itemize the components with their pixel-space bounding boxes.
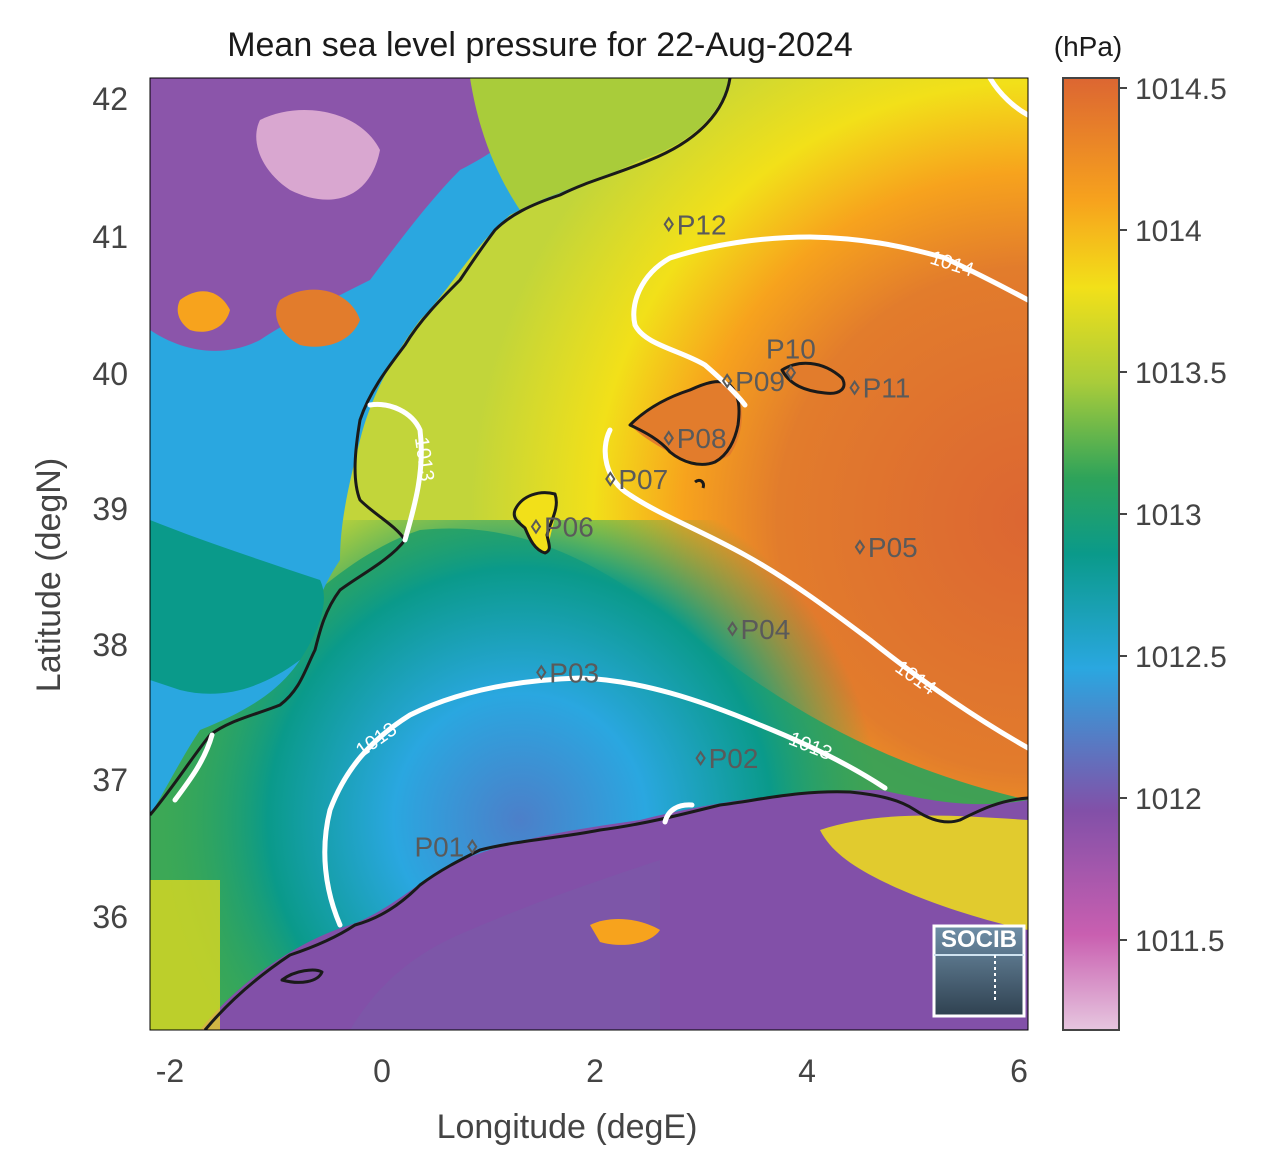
- x-tick-label: -2: [156, 1053, 184, 1089]
- station-marker: [721, 373, 733, 389]
- station-marker: [727, 620, 738, 637]
- colorbar-ticks: [1119, 87, 1127, 941]
- station-marker: [663, 216, 674, 233]
- station-marker: [785, 364, 797, 381]
- plot-area: 1014 1014 1013 1013 1013 P01P02P03P04P05…: [150, 78, 1028, 1030]
- station-label: P05: [868, 532, 918, 563]
- x-tick-label: 4: [798, 1053, 816, 1089]
- coastline-africa: [203, 790, 1028, 1030]
- x-tick-label: 2: [586, 1053, 604, 1089]
- station-label: P09: [735, 366, 785, 397]
- socib-logo-text: SOCIB: [941, 926, 1017, 953]
- station-label: P02: [709, 743, 759, 774]
- colorbar-gradient: [1062, 77, 1120, 1031]
- station-marker: [530, 518, 542, 535]
- y-tick-labels: 42 41 40 39 38 37 36: [92, 81, 128, 935]
- land-africa-orange: [590, 918, 660, 945]
- colorbar-unit: (hPa): [1054, 31, 1122, 62]
- station-marker: [695, 750, 706, 766]
- coastlines: [150, 78, 1028, 1030]
- coastline-menorca: [780, 361, 846, 395]
- land-iberia-coast-green: [470, 78, 730, 210]
- x-tick-labels: -2 0 2 4 6: [156, 1053, 1028, 1089]
- station-marker: [605, 471, 616, 487]
- land-iberia-orange-2: [177, 291, 230, 332]
- station-marker: [849, 379, 860, 396]
- island-menorca: [782, 364, 846, 394]
- isobars: [172, 78, 1028, 928]
- coastline-alboran: [280, 968, 324, 984]
- y-tick-label: 40: [92, 356, 128, 392]
- x-tick-label: 6: [1010, 1053, 1028, 1089]
- coastline-cabrera: [694, 478, 705, 489]
- colorbar-tick-label: 1014: [1135, 215, 1202, 248]
- isobar-1013-southwest: [172, 732, 215, 803]
- station-label: P06: [544, 512, 594, 543]
- colorbar-tick-label: 1011.5: [1135, 925, 1225, 958]
- x-axis-label: Longitude (degE): [437, 1108, 698, 1146]
- coastline-ibiza: [512, 491, 558, 555]
- y-tick-label: 41: [92, 219, 128, 255]
- colorbar-tick-label: 1013.5: [1135, 357, 1227, 390]
- x-tick-label: 0: [373, 1053, 391, 1089]
- socib-logo-box: [932, 924, 1026, 1018]
- station-label: P07: [618, 464, 668, 495]
- y-tick-label: 37: [92, 762, 128, 798]
- plot-frame: [149, 77, 1029, 1031]
- colorbar-tick-label: 1014.5: [1135, 73, 1227, 106]
- socib-logo: SOCIB: [932, 924, 1026, 1018]
- sea-south-west-yellow: [150, 880, 220, 1030]
- station-label: P04: [740, 614, 790, 645]
- station-label: P10: [766, 334, 816, 365]
- y-axis-label: Latitude (degN): [30, 458, 68, 692]
- land-iberia-highland: [150, 78, 560, 351]
- colorbar-tick-label: 1013: [1135, 499, 1202, 532]
- y-tick-label: 42: [92, 81, 128, 117]
- land-africa-blue: [350, 860, 660, 1030]
- station-marker: [854, 539, 866, 555]
- y-tick-label: 38: [92, 627, 128, 663]
- isobar-corner: [987, 78, 1028, 118]
- isobar-1014-south: [602, 427, 1028, 751]
- colorbar: (hPa) 1014.5 1014 1013.5 1013 1012.5 101…: [1054, 31, 1227, 1031]
- station-label: P11: [863, 373, 911, 404]
- map-title: Mean sea level pressure for 22-Aug-2024: [227, 26, 853, 64]
- coastline-iberia: [150, 78, 732, 816]
- station-marker: [663, 430, 674, 446]
- isobar-1013-west: [367, 401, 424, 543]
- colorbar-tick-label: 1012.5: [1135, 641, 1227, 674]
- colorbar-tick-label: 1012: [1135, 783, 1202, 816]
- station-label: P03: [549, 657, 599, 688]
- land-iberia-orange: [276, 289, 360, 347]
- y-tick-label: 39: [92, 491, 128, 527]
- isobar-1013-south: [322, 675, 888, 928]
- station-marker: [467, 838, 478, 855]
- station-marker: [536, 664, 547, 681]
- land-iberia-green: [150, 520, 324, 694]
- isobar-1013-small: [662, 802, 695, 825]
- station-label: P12: [677, 209, 727, 240]
- land-iberia-peak: [256, 110, 380, 200]
- station-label: P08: [677, 423, 727, 454]
- y-tick-label: 36: [92, 899, 128, 935]
- isobar-1014-north: [631, 234, 1028, 408]
- station-label: P01: [414, 832, 464, 863]
- land-africa-yellow: [820, 815, 1028, 930]
- coastline-mallorca: [628, 380, 741, 466]
